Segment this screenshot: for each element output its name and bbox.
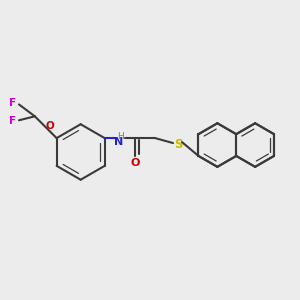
Text: O: O [45,121,54,131]
Text: O: O [131,158,140,168]
Text: F: F [10,116,16,126]
Text: H: H [117,132,124,141]
Text: F: F [10,98,16,108]
Text: S: S [174,138,182,151]
Text: N: N [114,137,123,147]
